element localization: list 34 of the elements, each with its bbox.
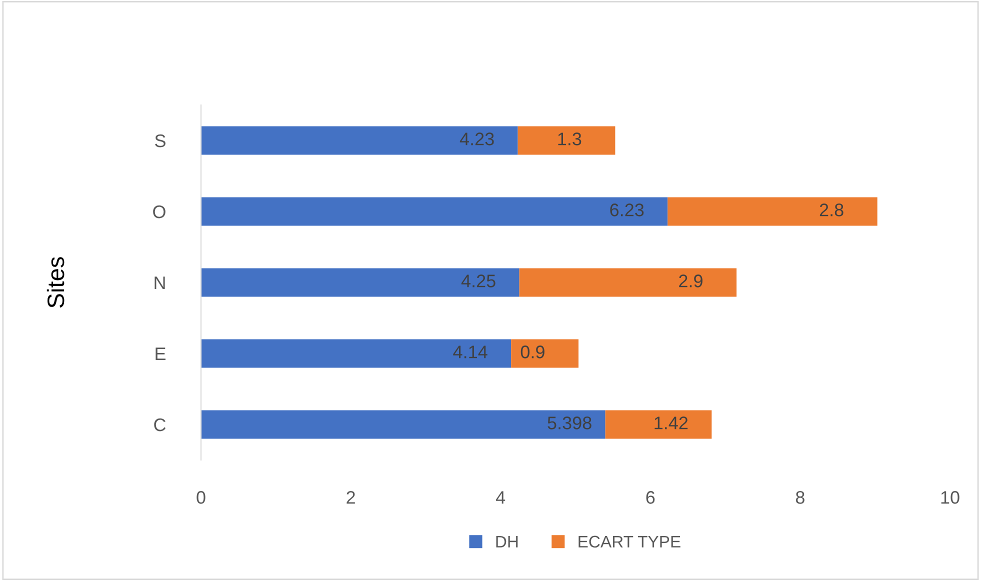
y-axis-title: Sites <box>46 257 64 308</box>
y-tick-label: N <box>154 276 165 290</box>
x-tick-label: 6 <box>646 491 655 504</box>
bar <box>201 410 606 439</box>
data-label: 1.3 <box>558 132 582 146</box>
y-tick-label: S <box>155 134 166 148</box>
bar <box>201 268 520 297</box>
bar <box>519 268 737 297</box>
data-label: 2.8 <box>820 204 844 216</box>
bar <box>668 197 878 226</box>
data-label: 5.398 <box>548 416 592 430</box>
x-tick-label: 8 <box>796 491 804 504</box>
legend-label: DH <box>496 536 518 548</box>
bar <box>201 197 668 226</box>
legend-label: ECART TYPE <box>578 536 680 548</box>
bar <box>201 126 518 155</box>
data-label: 4.23 <box>460 132 494 146</box>
y-tick-label: C <box>154 418 166 432</box>
x-tick-label: 4 <box>496 491 506 504</box>
y-tick-label: E <box>156 348 166 360</box>
data-label: 0.9 <box>520 346 544 358</box>
x-tick-label: 10 <box>941 491 960 504</box>
bar <box>511 339 578 368</box>
y-tick-label: O <box>153 205 166 218</box>
x-tick-label: 2 <box>346 491 355 504</box>
bar <box>605 410 712 439</box>
data-label: 4.14 <box>453 346 488 358</box>
data-label: 6.23 <box>610 204 644 216</box>
data-label: 1.42 <box>654 416 688 430</box>
bar <box>518 126 616 155</box>
x-tick-label: 0 <box>196 491 206 504</box>
bar <box>201 339 512 368</box>
data-label: 2.9 <box>679 274 702 288</box>
data-label: 4.25 <box>461 274 496 288</box>
